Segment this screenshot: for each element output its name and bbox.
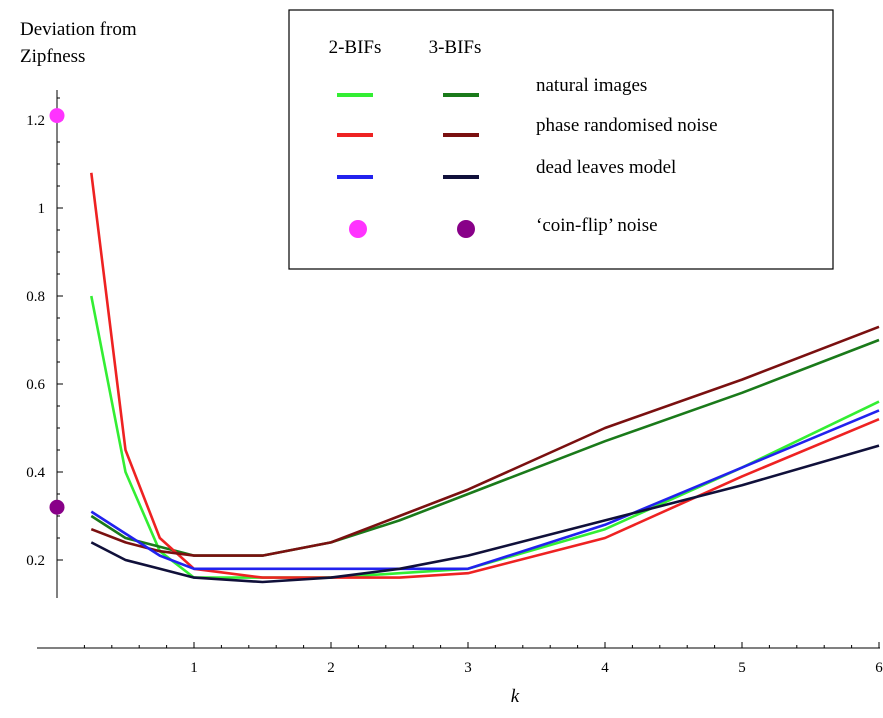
y-tick-label-0.8: 0.8 [26,289,45,305]
coin-flip-point-1 [49,499,65,515]
y-tick-label-1.2: 1.2 [26,113,45,129]
x-tick-label-1: 1 [190,660,198,676]
series-lines [90,172,880,584]
x-tick-label-6: 6 [875,660,883,676]
legend-label-1: phase randomised noise [536,115,718,136]
coin-flip-point-0 [49,108,65,124]
legend-label-0: natural images [536,75,647,96]
x-tick-label-4: 4 [601,660,609,676]
legend-dot-3bif [457,220,475,238]
series-line-0 [90,295,880,579]
x-axis-label: k [511,686,520,707]
legend-dot-2bif [349,220,367,238]
series-points [49,108,65,515]
series-line-4 [90,409,880,571]
x-tick-label-2: 2 [327,660,335,676]
legend: 2-BIFs 3-BIFs natural images phase randomis… [288,9,834,270]
legend-label-2: dead leaves model [536,157,676,178]
y-tick-label-0.4: 0.4 [26,465,45,481]
y-tick-label-0.2: 0.2 [26,553,45,569]
x-tick-label-5: 5 [738,660,746,676]
series-line-5 [90,444,880,584]
legend-header-3-bifs: 3-BIFs [429,37,482,58]
y-tick-label-1: 1 [38,201,46,217]
legend-box [288,9,834,270]
y-axis-label-line-2: Zipfness [20,46,86,67]
y-axis-label-line-1: Deviation from [20,19,137,40]
legend-header-2-bifs: 2-BIFs [329,37,382,58]
series-line-3 [90,325,880,557]
legend-label-3: ‘coin-flip’ noise [536,215,658,236]
x-tick-label-3: 3 [464,660,472,676]
y-axis-label: Deviation from Zipfness [20,16,220,70]
y-tick-label-0.6: 0.6 [26,377,45,393]
